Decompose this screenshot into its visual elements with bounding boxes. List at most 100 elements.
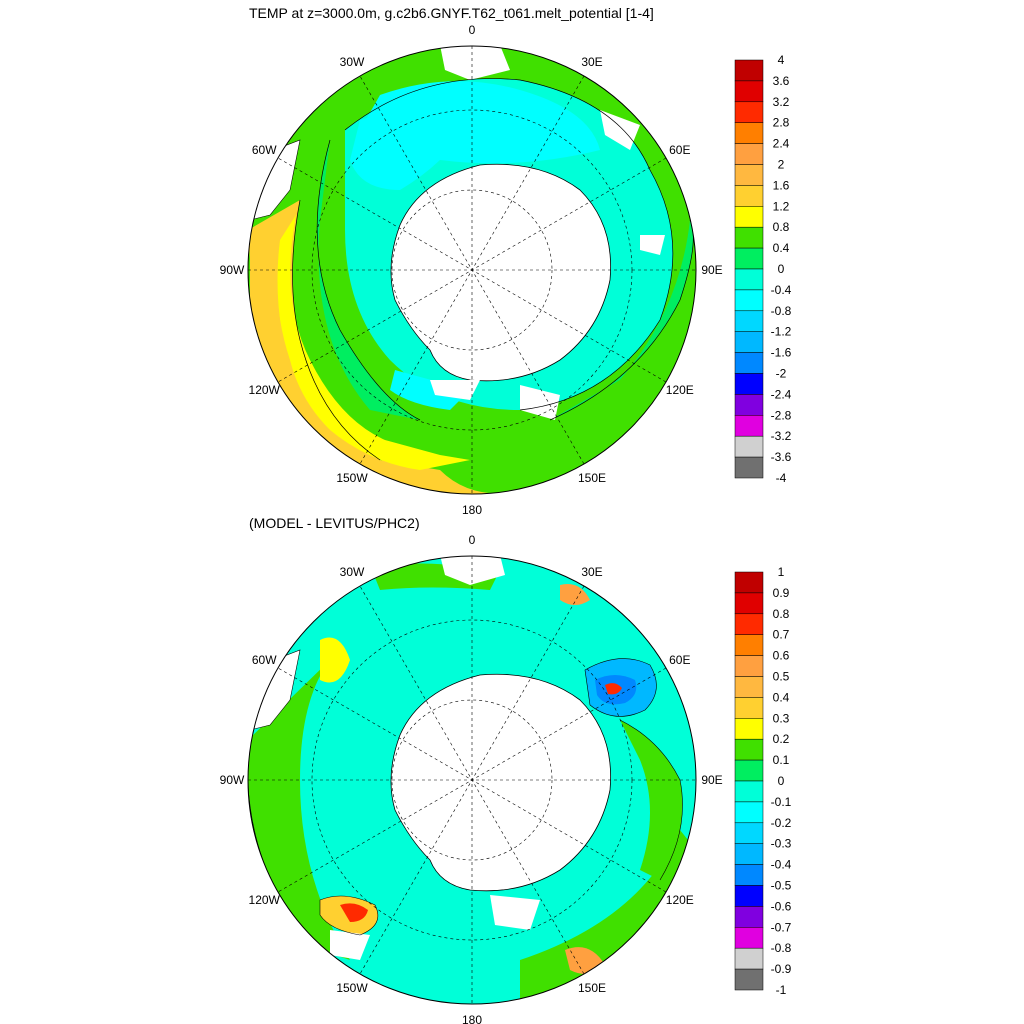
panel-2-colorbar-box-5	[734, 676, 764, 698]
panel-1-colorbar-label: -0.4	[771, 283, 792, 297]
panel-1-colorbar-box-11	[734, 289, 764, 312]
panel-2-colorbar-box-6	[734, 697, 764, 719]
panel-2-colorbar-label: -0.9	[771, 962, 792, 976]
panel-2-colorbar-label: 1	[778, 565, 785, 579]
panel-1-lon-label-30W: 30W	[340, 55, 365, 69]
panel-2-lon-label-150E: 150E	[578, 981, 606, 995]
panel-2-colorbar-label: -1	[776, 983, 787, 997]
panel-2-colorbar-label: 0.7	[773, 628, 790, 642]
panel-1-colorbar-box-18	[734, 435, 764, 458]
panel-2-colorbar-label: -0.4	[771, 858, 792, 872]
panel-2-lon-label-30W: 30W	[340, 565, 365, 579]
panel-1-colorbar-label: 2.4	[773, 137, 790, 151]
panel-2-colorbar-label: 0.2	[773, 732, 790, 746]
panel-1-colorbar-box-12	[734, 310, 764, 332]
panel-2-colorbar-label: -0.6	[771, 899, 792, 913]
panel-2-lon-label-30E: 30E	[581, 565, 602, 579]
panel-1-colorbar-box-1	[734, 80, 764, 103]
panel-2-colorbar-box-0	[734, 571, 764, 594]
panel-1-colorbar-box-2	[734, 101, 764, 123]
panel-1-colorbar-box-8	[734, 226, 764, 249]
panel-1-colorbar-label: -2.8	[771, 408, 792, 422]
panel-2-colorbar-label: -0.2	[771, 816, 792, 830]
panel-2-colorbar-label: 0.8	[773, 607, 790, 621]
panel-1-colorbar-label: 2	[778, 158, 785, 172]
panel-2-colorbar-box-2	[734, 613, 764, 635]
panel-1-colorbar-box-15	[734, 373, 764, 395]
panel-1-lon-label-180: 180	[462, 503, 482, 517]
panel-2-map: 0 30E 60E 90E 120E 150E 180 150W 120W 90W 60W 30W	[220, 533, 723, 1024]
panel-1-colorbar-label: -3.6	[771, 450, 792, 464]
panel-2-colorbar-box-9	[734, 759, 764, 782]
panel-1-colorbar: 4 3.6 3.2 2.8 2.4 2 1.6 1.2 0.8 0.4 0 -0.4 -0.8 -1.2 -…	[734, 53, 792, 485]
panel-1-colorbar-box-5	[734, 164, 764, 186]
panel-2-colorbar-box-4	[734, 655, 764, 677]
panel-1-colorbar-label: -0.8	[771, 304, 792, 318]
panel-2-colorbar-label: -0.5	[771, 879, 792, 893]
panel-1-colorbar-label: 2.8	[773, 116, 790, 130]
panel-2-lon-label-90W: 90W	[220, 773, 245, 787]
panel-1-colorbar-box-3	[734, 122, 764, 144]
panel-2-lon-label-60W: 60W	[252, 653, 277, 667]
panel-1-colorbar-box-0	[734, 59, 764, 82]
panel-2-colorbar-box-8	[734, 738, 764, 761]
panel-1-colorbar-box-19	[734, 456, 764, 479]
panel-1-colorbar-box-17	[734, 415, 764, 437]
panel-1-colorbar-label: 0	[778, 262, 785, 276]
panel-2-colorbar-box-10	[734, 780, 764, 803]
panel-2-colorbar-label: 0.3	[773, 711, 790, 725]
panel-2-colorbar-box-11	[734, 801, 764, 824]
panel-2-colorbar-label: 0.6	[773, 649, 790, 663]
panel-2-colorbar-box-14	[734, 864, 764, 886]
panel-2-colorbar-box-1	[734, 592, 764, 615]
panel-2-colorbar-label: 0.4	[773, 690, 790, 704]
panel-2-colorbar-box-15	[734, 885, 764, 907]
panel-1-colorbar-box-9	[734, 247, 764, 270]
panel-2-lon-label-60E: 60E	[669, 653, 690, 667]
panel-1-lon-label-120E: 120E	[666, 383, 694, 397]
panel-2-lon-label-120E: 120E	[666, 893, 694, 907]
panel-1-colorbar-label: 4	[778, 53, 785, 67]
panel-2-lon-label-120W: 120W	[249, 893, 281, 907]
panel-1-colorbar-label: -4	[776, 471, 787, 485]
panel-1-lon-label-60E: 60E	[669, 143, 690, 157]
panel-2-colorbar: 1 0.9 0.8 0.7 0.6 0.5 0.4 0.3 0.2 0.1 0 -0.1 -0.2 -0.…	[734, 565, 792, 997]
panel-2-colorbar-box-12	[734, 822, 764, 844]
panel-2-colorbar-label: -0.1	[771, 795, 792, 809]
panel-1-colorbar-label: -3.2	[771, 429, 792, 443]
panel-2-colorbar-box-7	[734, 718, 764, 740]
panel-2-colorbar-box-3	[734, 634, 764, 656]
panel-1-lon-label-150E: 150E	[578, 471, 606, 485]
panel-2-title: (MODEL - LEVITUS/PHC2)	[249, 515, 420, 531]
panel-1-colorbar-label: 0.8	[773, 220, 790, 234]
panel-1-colorbar-box-14	[734, 352, 764, 374]
panel-1-lon-label-60W: 60W	[252, 143, 277, 157]
panel-2-colorbar-label: -0.3	[771, 837, 792, 851]
panel-1-colorbar-label: 3.2	[773, 95, 790, 109]
panel-2-colorbar-label: 0.1	[773, 753, 790, 767]
panel-1-colorbar-box-7	[734, 206, 764, 228]
panel-1-lon-label-150W: 150W	[336, 471, 368, 485]
panel-2-colorbar-label: -0.8	[771, 941, 792, 955]
panel-1-colorbar-label: -2.4	[771, 387, 792, 401]
panel-2-colorbar-box-16	[734, 906, 764, 928]
panel-1-lon-label-120W: 120W	[249, 383, 281, 397]
panel-1-lon-label-30E: 30E	[581, 55, 602, 69]
panel-1-colorbar-label: 1.2	[773, 199, 790, 213]
panel-1-colorbar-label: -2	[776, 367, 787, 381]
panel-2-colorbar-label: 0	[778, 774, 785, 788]
panel-2-colorbar-label: 0.9	[773, 586, 790, 600]
panel-2-colorbar-label: -0.7	[771, 920, 792, 934]
panel-2-colorbar-box-17	[734, 927, 764, 949]
panel-1-colorbar-box-13	[734, 331, 764, 353]
panel-2-lon-label-150W: 150W	[336, 981, 368, 995]
panel-1-colorbar-label: -1.2	[771, 325, 792, 339]
panel-2-lon-label-180: 180	[462, 1013, 482, 1024]
panel-2-colorbar-box-13	[734, 843, 764, 865]
panel-1-lon-label-90W: 90W	[220, 263, 245, 277]
panel-1-colorbar-box-4	[734, 143, 764, 165]
panel-1-colorbar-label: 1.6	[773, 178, 790, 192]
panel-2-colorbar-box-18	[734, 947, 764, 970]
panel-1-colorbar-box-6	[734, 185, 764, 207]
